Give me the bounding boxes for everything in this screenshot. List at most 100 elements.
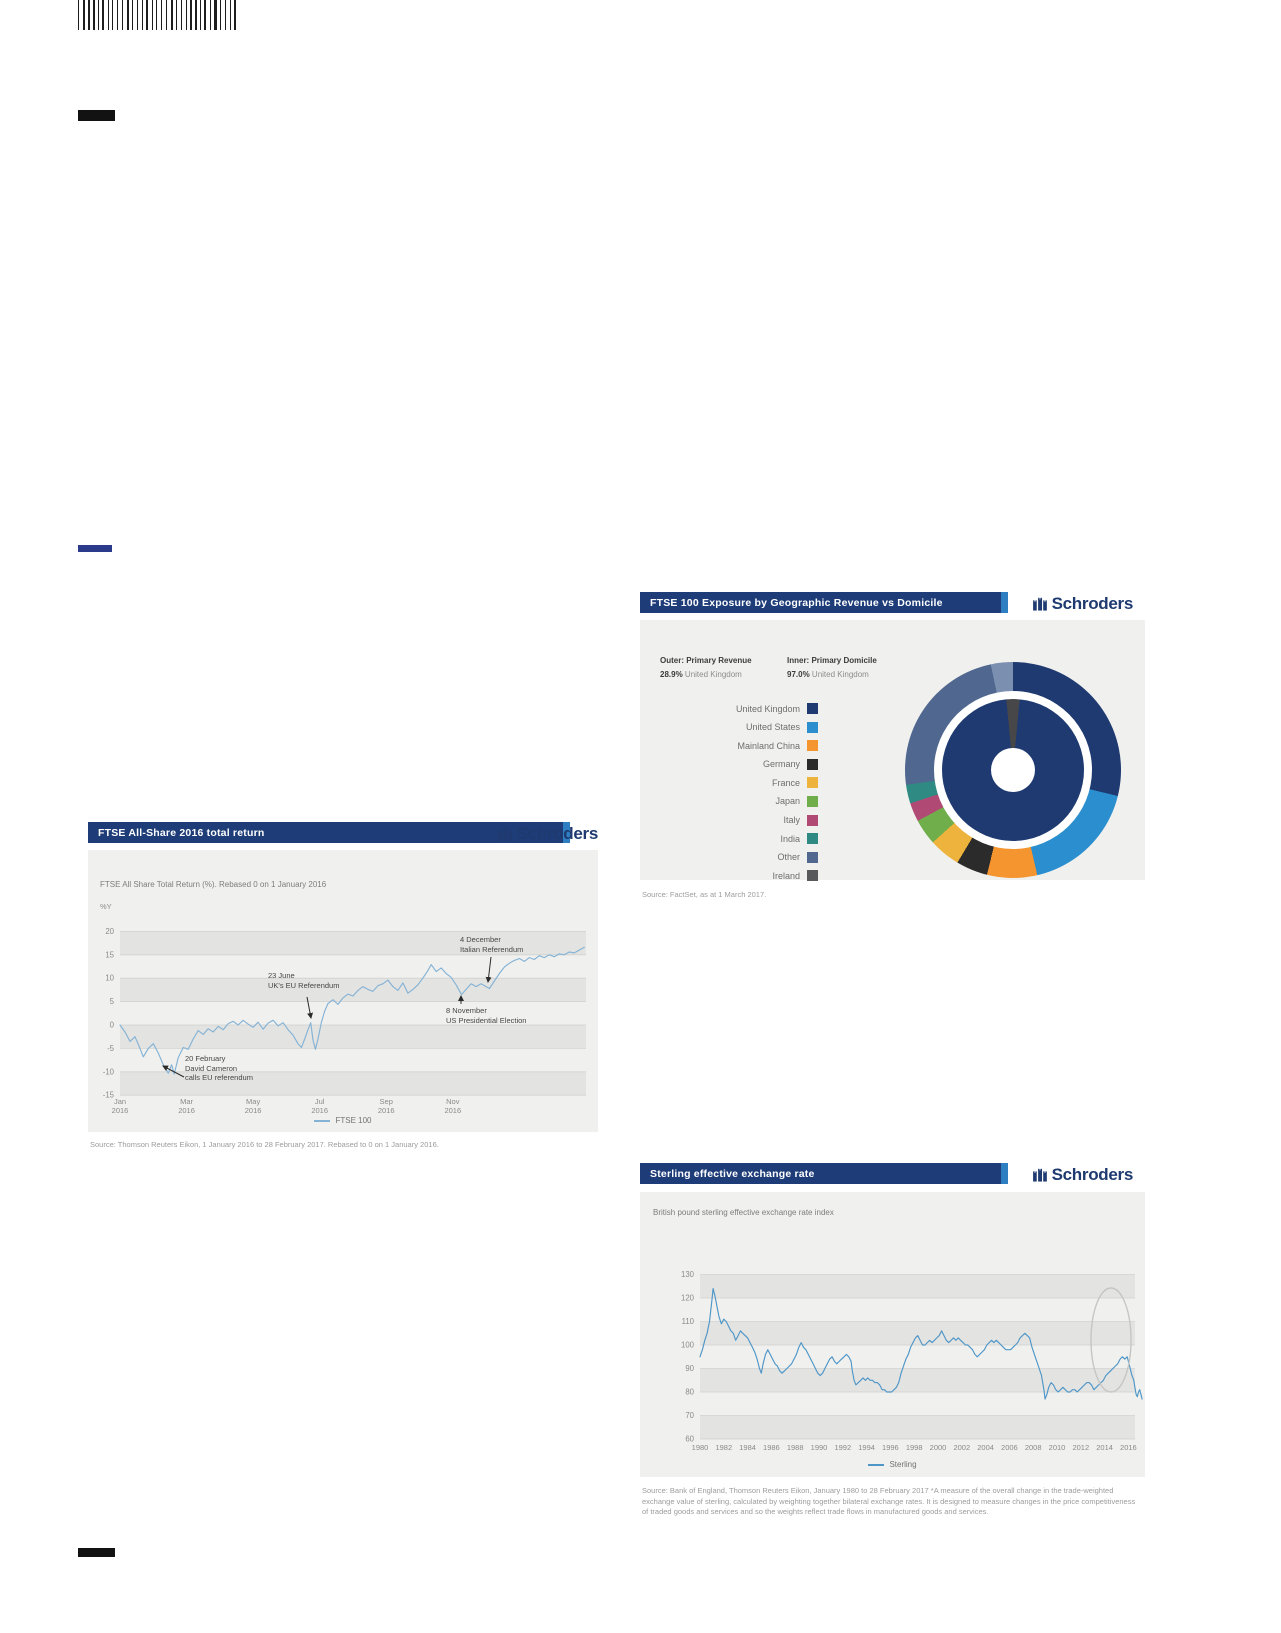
sterling-source: Source: Bank of England, Thomson Reuters… bbox=[642, 1486, 1136, 1516]
x-tick-label: 2016 bbox=[1120, 1443, 1137, 1452]
legend-item: France bbox=[660, 777, 818, 789]
legend-item: Ireland bbox=[660, 870, 818, 882]
barcode-line bbox=[176, 0, 178, 30]
annotation-line: 23 June bbox=[268, 971, 295, 980]
y-tick-label: -10 bbox=[103, 1067, 115, 1076]
ftse-allshare-data-line bbox=[119, 946, 585, 1075]
title-bar-accent bbox=[1001, 1163, 1008, 1184]
barcode-line bbox=[204, 0, 207, 30]
annotation-line: UK's EU Referendum bbox=[268, 980, 340, 990]
x-tick-label: 1980 bbox=[692, 1443, 709, 1452]
barcode-line bbox=[121, 0, 124, 30]
schroders-logo-text: Schroders bbox=[1051, 594, 1134, 613]
legend-line-swatch bbox=[868, 1464, 885, 1466]
barcode-line bbox=[136, 0, 139, 30]
inner-ring-pct: 97.0% bbox=[787, 670, 810, 679]
x-tick-label: 2012 bbox=[1072, 1443, 1089, 1452]
y-tick-label: 70 bbox=[685, 1411, 694, 1420]
legend-label: Sterling bbox=[889, 1460, 917, 1469]
annotation-italian-referendum: 4 December Italian Referendum bbox=[460, 935, 523, 954]
legend-line-swatch bbox=[314, 1119, 331, 1122]
legend-item: Mainland China bbox=[660, 740, 818, 752]
barcode-line bbox=[165, 0, 168, 30]
x-tick-label: 2004 bbox=[977, 1443, 994, 1452]
sterling-title-bar: Sterling effective exchange rate bbox=[640, 1163, 1008, 1184]
plot-band bbox=[120, 1025, 586, 1049]
legend-color-swatch bbox=[807, 703, 818, 714]
y-tick-label: 15 bbox=[105, 950, 114, 959]
y-tick-label: 90 bbox=[685, 1364, 694, 1373]
legend-item-label: Italy bbox=[783, 815, 800, 826]
annotation-line: calls EU referendum bbox=[185, 1073, 253, 1082]
legend-label: FTSE 100 bbox=[335, 1116, 372, 1125]
barcode-line bbox=[160, 0, 163, 30]
annotation-arrow bbox=[485, 956, 492, 983]
outer-ring-country: United Kingdom bbox=[684, 670, 742, 679]
legend-item: United Kingdom bbox=[660, 703, 818, 714]
x-tick-label: 1990 bbox=[811, 1443, 828, 1452]
x-tick-label: 2000 bbox=[930, 1443, 947, 1452]
brexit-drop-highlight-ellipse bbox=[1090, 1287, 1132, 1393]
y-tick-label: 130 bbox=[681, 1270, 695, 1279]
y-tick-label: 110 bbox=[682, 1317, 695, 1326]
x-tick-label: Jul 2016 bbox=[311, 1097, 328, 1115]
schroders-castle-icon bbox=[497, 827, 512, 841]
x-tick-label: Sep 2016 bbox=[378, 1097, 395, 1115]
barcode-line bbox=[151, 0, 153, 30]
barcode-line bbox=[219, 0, 222, 30]
legend-item-label: Mainland China bbox=[737, 740, 800, 751]
legend-color-swatch bbox=[807, 870, 818, 882]
barcode-line bbox=[229, 0, 231, 30]
barcode-line bbox=[146, 0, 149, 30]
x-tick-label: 1998 bbox=[906, 1443, 923, 1452]
ftse-allshare-figure: FTSE All-Share 2016 total return Schrode… bbox=[88, 822, 598, 1157]
exposure-legend: United Kingdom United States Mainland Chin… bbox=[660, 703, 818, 889]
schroders-castle-icon bbox=[1032, 1168, 1047, 1182]
barcode-line bbox=[97, 0, 99, 30]
legend-color-swatch bbox=[807, 814, 818, 826]
annotation-line: 8 November bbox=[446, 1006, 487, 1015]
barcode-line bbox=[92, 0, 95, 30]
legend-color-swatch bbox=[807, 740, 818, 752]
sterling-plot-panel: British pound sterling effective exchang… bbox=[640, 1192, 1145, 1477]
title-bar-accent bbox=[1001, 592, 1008, 613]
annotation-arrow bbox=[306, 996, 314, 1019]
barcode-line bbox=[102, 0, 105, 30]
title-bar-accent bbox=[563, 822, 570, 843]
legend-item-label: India bbox=[780, 833, 800, 844]
schroders-logo: Schroders bbox=[497, 824, 598, 844]
legend-item-label: United States bbox=[745, 722, 800, 733]
annotation-line: 4 December bbox=[460, 935, 501, 944]
annotation-eu-referendum: 23 June UK's EU Referendum bbox=[268, 971, 339, 990]
outer-ring-heading: Outer: Primary Revenue bbox=[660, 656, 752, 665]
annotation-cameron-referendum: 20 February David Cameron calls EU refer… bbox=[185, 1054, 253, 1083]
x-tick-label: 1984 bbox=[739, 1443, 756, 1452]
barcode-line bbox=[200, 0, 201, 30]
barcode-line bbox=[214, 0, 217, 30]
inner-ring-heading: Inner: Primary Domicile bbox=[787, 656, 877, 665]
sterling-legend: Sterling bbox=[640, 1460, 1145, 1469]
plot-band bbox=[120, 978, 586, 1002]
ftse-allshare-title-bar: FTSE All-Share 2016 total return bbox=[88, 822, 570, 843]
barcode-line bbox=[170, 0, 173, 30]
schroders-castle-icon bbox=[1032, 597, 1047, 611]
ftse-allshare-source: Source: Thomson Reuters Eikon, 1 January… bbox=[90, 1140, 439, 1149]
barcode-line bbox=[180, 0, 183, 30]
annotation-line: US Presidential Election bbox=[446, 1015, 527, 1025]
x-tick-label: 1996 bbox=[882, 1443, 899, 1452]
legend-item: India bbox=[660, 833, 818, 845]
legend-color-swatch bbox=[807, 777, 818, 789]
plot-band bbox=[120, 1071, 586, 1096]
outer-ring-pct: 28.9% bbox=[660, 670, 683, 679]
barcode-line bbox=[233, 0, 236, 30]
sterling-data-line bbox=[699, 1288, 1143, 1400]
inner-ring-value: 97.0% United Kingdom bbox=[787, 670, 869, 679]
x-tick-label: Mar 2016 bbox=[178, 1097, 195, 1115]
sterling-title: Sterling effective exchange rate bbox=[650, 1167, 815, 1180]
barcode-line bbox=[88, 0, 90, 30]
ftse-allshare-subtitle: FTSE All Share Total Return (%). Rebased… bbox=[100, 880, 327, 889]
outer-ring-value: 28.9% United Kingdom bbox=[660, 670, 742, 679]
sterling-figure: Sterling effective exchange rate Schrode… bbox=[640, 1163, 1145, 1528]
legend-color-swatch bbox=[807, 833, 818, 845]
